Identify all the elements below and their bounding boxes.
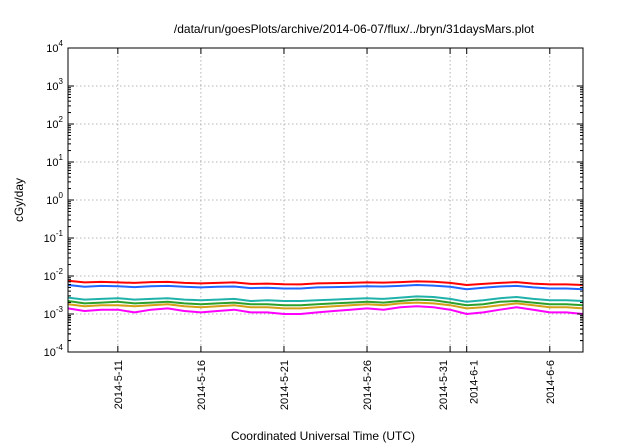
x-tick-label: 2014-6-6 — [545, 360, 557, 404]
series-layer — [67, 279, 584, 315]
x-tick-labels: 2014-5-11 2014-5-16 2014-5-21 2014-5-26 2014… — [113, 360, 557, 410]
y-tick-exponent: 4 — [59, 39, 64, 48]
y-tick-exponent: 0 — [59, 191, 64, 200]
y-tick-base: 10 — [46, 119, 58, 131]
series-line — [67, 298, 584, 307]
y-axis-label: cGy/day — [12, 178, 26, 222]
y-tick-exponent: -3 — [56, 305, 64, 314]
x-tick-label: 2014-5-26 — [362, 360, 374, 410]
y-tick-base: 10 — [46, 43, 58, 55]
x-axis-label: Coordinated Universal Time (UTC) — [231, 429, 415, 443]
y-tick-base: 10 — [46, 195, 58, 207]
y-tick-base: 10 — [44, 233, 56, 245]
y-tick-label: 101 — [46, 153, 63, 169]
x-tick-label: 2014-5-31 — [438, 360, 450, 410]
y-tick-exponent: -4 — [56, 343, 64, 352]
y-tick-exponent: -1 — [56, 229, 64, 238]
chart-title: /data/run/goesPlots/archive/2014-06-07/f… — [174, 22, 535, 36]
series-line — [67, 295, 584, 303]
x-tick-label: 2014-5-16 — [196, 360, 208, 410]
y-tick-label: 100 — [46, 191, 63, 207]
y-tick-exponent: -2 — [56, 267, 64, 276]
y-tick-label: 102 — [46, 115, 63, 131]
x-tick-label: 2014-5-21 — [279, 360, 291, 410]
y-tick-label: 104 — [46, 39, 63, 55]
y-tick-label: 10-3 — [44, 305, 64, 321]
y-tick-base: 10 — [46, 81, 58, 93]
y-tick-base: 10 — [44, 271, 56, 283]
tick-marks — [68, 47, 583, 353]
x-tick-label: 2014-5-11 — [113, 360, 125, 409]
y-tick-exponent: 2 — [59, 115, 64, 124]
y-tick-base: 10 — [46, 157, 58, 169]
x-tick-label: 2014-6-1 — [469, 360, 481, 404]
y-tick-label: 10-2 — [44, 267, 64, 283]
y-tick-exponent: 3 — [59, 77, 64, 86]
y-tick-label: 103 — [46, 77, 63, 93]
series-line — [67, 284, 584, 291]
series-line — [67, 301, 584, 310]
y-tick-base: 10 — [44, 347, 56, 359]
series-line — [67, 279, 584, 286]
series-line — [67, 305, 584, 315]
y-tick-exponent: 1 — [59, 153, 64, 162]
y-tick-label: 10-4 — [44, 343, 64, 359]
y-tick-label: 10-1 — [44, 229, 64, 245]
y-tick-base: 10 — [44, 309, 56, 321]
